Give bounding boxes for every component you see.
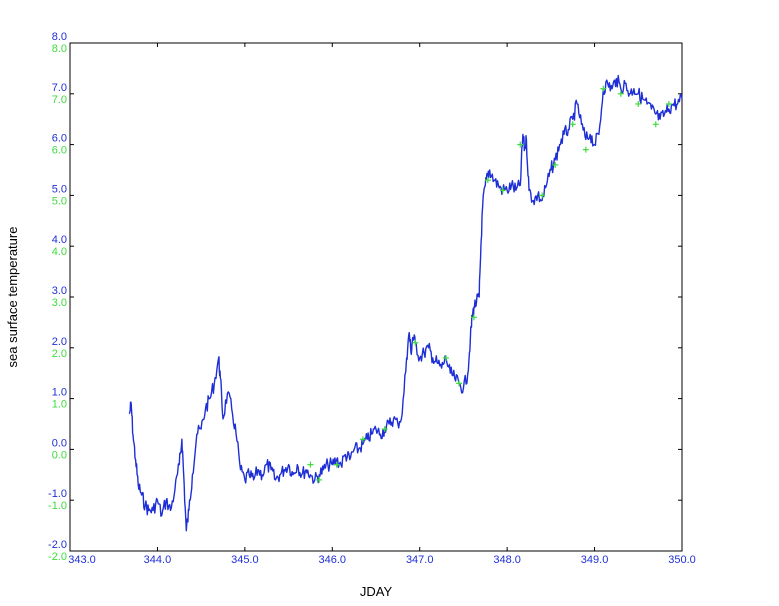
x-tick-label: 346.0 xyxy=(319,554,347,566)
y-axis-label: sea surface temperature xyxy=(5,227,20,368)
y-tick-label-primary: 4.0 xyxy=(52,234,67,246)
series-marker-secondary xyxy=(412,339,419,346)
series-marker-secondary xyxy=(456,380,463,387)
series-marker-secondary xyxy=(381,426,388,433)
series-marker-secondary xyxy=(569,121,576,128)
series-marker-secondary xyxy=(600,85,607,92)
y-tick-label-primary: 6.0 xyxy=(52,133,67,145)
y-tick-label-primary: -2.0 xyxy=(48,539,67,551)
series-marker-secondary xyxy=(307,461,314,468)
y-tick-label-secondary: 6.0 xyxy=(52,145,67,157)
x-tick-label: 343.0 xyxy=(68,554,96,566)
x-tick-label: 347.0 xyxy=(406,554,434,566)
series-marker-secondary xyxy=(582,146,589,153)
x-tick-label: 344.0 xyxy=(144,554,172,566)
series-marker-secondary xyxy=(635,100,642,107)
x-tick-layer: 343.0 344.0 345.0 346.0 347.0 348.0 349.0 350.0 xyxy=(68,43,696,566)
series-marker-secondary xyxy=(470,314,477,321)
y-tick-label-secondary: 8.0 xyxy=(52,43,67,55)
y-tick-label-primary: 2.0 xyxy=(52,336,67,348)
y-tick-label-secondary: 2.0 xyxy=(52,348,67,360)
series-marker-secondary xyxy=(552,161,559,168)
series-marker-secondary xyxy=(617,90,624,97)
y-tick-label-secondary: 3.0 xyxy=(52,297,67,309)
x-tick-label: 348.0 xyxy=(493,554,521,566)
y-tick-label-secondary: 5.0 xyxy=(52,195,67,207)
y-tick-label-primary: 0.0 xyxy=(52,437,67,449)
series-line-primary xyxy=(128,74,683,532)
series-marker-secondary xyxy=(359,436,366,443)
series-marker-secondary xyxy=(484,177,491,184)
y-tick-label-primary: 1.0 xyxy=(52,387,67,399)
series-marker-secondary xyxy=(665,100,672,107)
y-tick-label-primary: -1.0 xyxy=(48,488,67,500)
y-tick-label-primary: 7.0 xyxy=(52,82,67,94)
y-tick-label-secondary: 4.0 xyxy=(52,246,67,258)
series-marker-secondary xyxy=(517,141,524,148)
y-tick-label-secondary: 7.0 xyxy=(52,94,67,106)
y-tick-label-secondary: -2.0 xyxy=(48,551,67,563)
series-marker-secondary xyxy=(499,187,506,194)
y-tick-layer: -2.0 -1.0 0.0 1.0 2.0 3.0 4.0 5.0 6.0 7.0 8.0 -2.0 -… xyxy=(48,31,682,563)
y-tick-label-secondary: 1.0 xyxy=(52,399,67,411)
series-marker-secondary xyxy=(333,461,340,468)
y-tick-label-secondary: -1.0 xyxy=(48,500,67,512)
y-tick-label-primary: 8.0 xyxy=(52,31,67,43)
series-layer xyxy=(128,74,683,532)
series-marker-secondary xyxy=(442,354,449,361)
x-tick-label: 349.0 xyxy=(581,554,609,566)
y-tick-label-primary: 5.0 xyxy=(52,183,67,195)
series-marker-secondary xyxy=(652,121,659,128)
plot-area-frame xyxy=(69,42,683,552)
series-marker-secondary xyxy=(539,192,546,199)
y-tick-label-primary: 3.0 xyxy=(52,285,67,297)
x-axis-label: JDAY xyxy=(360,584,393,599)
y-tick-label-secondary: 0.0 xyxy=(52,449,67,461)
x-tick-label: 345.0 xyxy=(231,554,259,566)
series-marker-secondary xyxy=(316,476,323,483)
x-tick-label: 350.0 xyxy=(668,554,696,566)
